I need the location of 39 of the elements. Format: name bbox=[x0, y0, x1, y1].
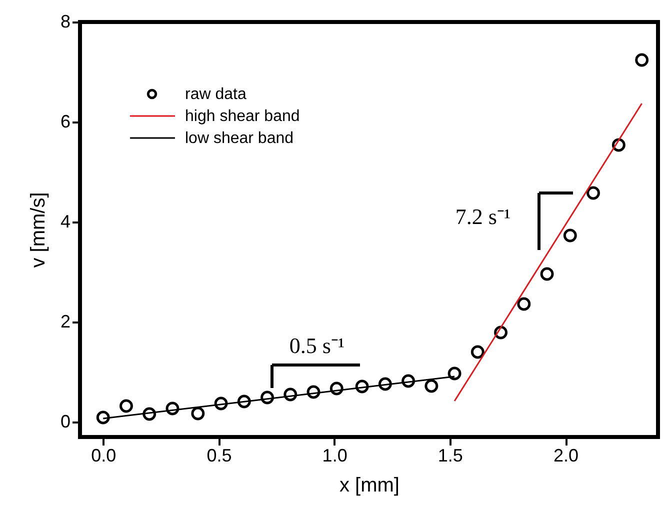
point bbox=[635, 53, 649, 67]
point bbox=[191, 406, 205, 420]
point bbox=[355, 380, 369, 394]
point bbox=[378, 377, 392, 391]
point bbox=[586, 186, 600, 200]
y-tick-label: 4 bbox=[60, 212, 70, 232]
point bbox=[166, 402, 180, 416]
y-tick-label: 6 bbox=[60, 112, 70, 132]
x-tick-label: 1.0 bbox=[322, 446, 348, 466]
point bbox=[214, 396, 228, 410]
point bbox=[448, 366, 462, 380]
y-axis-title: v [mm/s] bbox=[27, 192, 50, 268]
y-tick-label: 0 bbox=[60, 412, 70, 432]
point bbox=[306, 385, 320, 399]
x-tick-label: 0.0 bbox=[91, 446, 116, 466]
point bbox=[120, 399, 133, 413]
point bbox=[96, 410, 110, 424]
y-tick-label: 2 bbox=[60, 312, 70, 332]
y-tick-label: 8 bbox=[60, 12, 70, 32]
point bbox=[517, 297, 531, 311]
x-tick-label: 1.5 bbox=[438, 446, 463, 466]
point bbox=[424, 379, 438, 393]
point bbox=[142, 407, 156, 421]
point bbox=[237, 394, 251, 408]
point bbox=[330, 382, 344, 396]
point bbox=[260, 390, 274, 404]
point bbox=[470, 345, 484, 359]
legend-label: raw data bbox=[185, 86, 246, 103]
point bbox=[540, 267, 554, 281]
x-tick-label: 2.0 bbox=[554, 446, 579, 466]
x-tick-label: 0.5 bbox=[206, 446, 232, 466]
legend-label: high shear band bbox=[185, 108, 300, 125]
point bbox=[402, 374, 416, 388]
point bbox=[563, 228, 577, 242]
annotation: 7.2 s⁻¹ bbox=[455, 204, 511, 229]
x-axis-title: x [mm] bbox=[340, 474, 400, 496]
annotation: 0.5 s⁻¹ bbox=[289, 333, 345, 358]
point bbox=[284, 388, 298, 402]
legend-label: low shear band bbox=[185, 130, 294, 147]
